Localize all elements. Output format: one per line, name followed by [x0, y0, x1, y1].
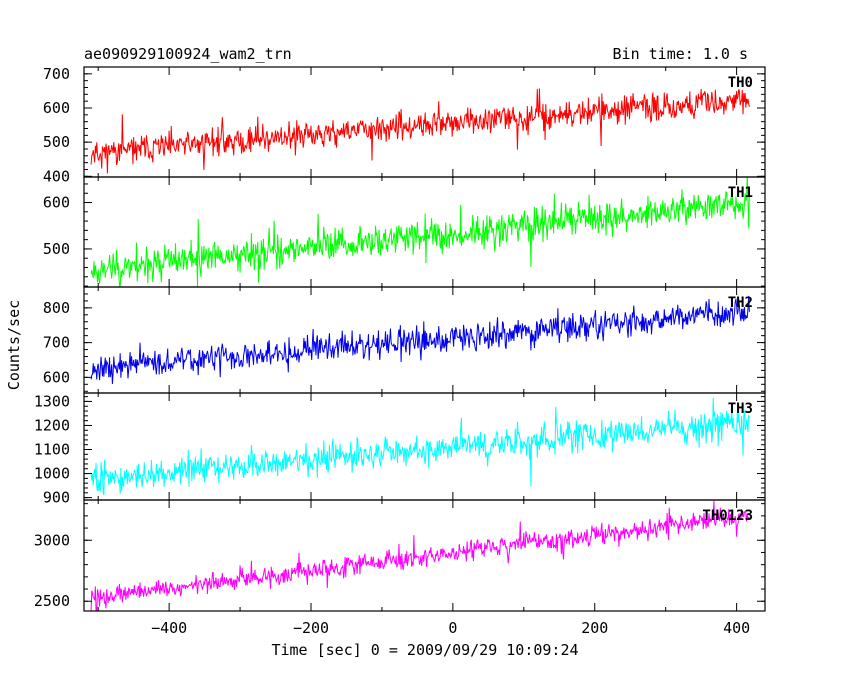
y-tick-label-th3: 1200	[34, 416, 70, 434]
series-line-th0	[90, 88, 750, 174]
chart-title: ae090929100924_wam2_trn	[84, 45, 292, 63]
y-tick-label-th3: 1000	[34, 465, 70, 483]
x-tick-label: 400	[723, 619, 750, 637]
y-tick-label-th2: 800	[43, 299, 70, 317]
y-tick-label-th0: 500	[43, 133, 70, 151]
x-tick-label: −400	[151, 619, 187, 637]
y-tick-label-th3: 1300	[34, 392, 70, 410]
x-tick-label: 0	[448, 619, 457, 637]
y-tick-label-th1: 500	[43, 240, 70, 258]
panel-frame-th0123	[83, 499, 766, 612]
x-tick-label: 200	[581, 619, 608, 637]
y-tick-label-th2: 700	[43, 334, 70, 352]
x-axis: −400 −200 0 200 400	[151, 619, 750, 637]
panel-frame-th3	[83, 392, 766, 501]
y-tick-label-th0123: 2500	[34, 592, 70, 610]
series-line-th0123	[90, 500, 750, 611]
panel-label-th1: TH1	[728, 185, 753, 201]
panel-label-th2: TH2	[728, 295, 753, 311]
y-axis-label: Counts/sec	[5, 300, 23, 390]
y-tick-label-th0: 600	[43, 99, 70, 117]
y-tick-label-th3: 900	[43, 489, 70, 507]
panel-label-th3: TH3	[728, 401, 753, 417]
y-tick-label-th2: 600	[43, 368, 70, 386]
x-tick-label: −200	[293, 619, 329, 637]
panels-group	[90, 88, 750, 611]
y-tick-label-th3: 1100	[34, 441, 70, 459]
panel-label-th0: TH0	[728, 75, 753, 91]
series-line-th3	[90, 397, 750, 496]
frames-group: 400 500 600 700 TH0 500 600 TH1 600 700 800 TH2 900 1…	[34, 65, 766, 612]
series-line-th1	[90, 177, 750, 287]
x-axis-label: Time [sec] 0 = 2009/09/29 10:09:24	[271, 641, 578, 659]
y-tick-label-th0: 400	[43, 167, 70, 185]
panel-label-th0123: TH0123	[702, 508, 753, 524]
bin-time-label: Bin time: 1.0 s	[613, 45, 748, 63]
y-tick-label-th0: 700	[43, 65, 70, 83]
series-line-th2	[90, 295, 750, 385]
y-tick-label-th1: 600	[43, 194, 70, 212]
y-tick-label-th0123: 3000	[34, 531, 70, 549]
